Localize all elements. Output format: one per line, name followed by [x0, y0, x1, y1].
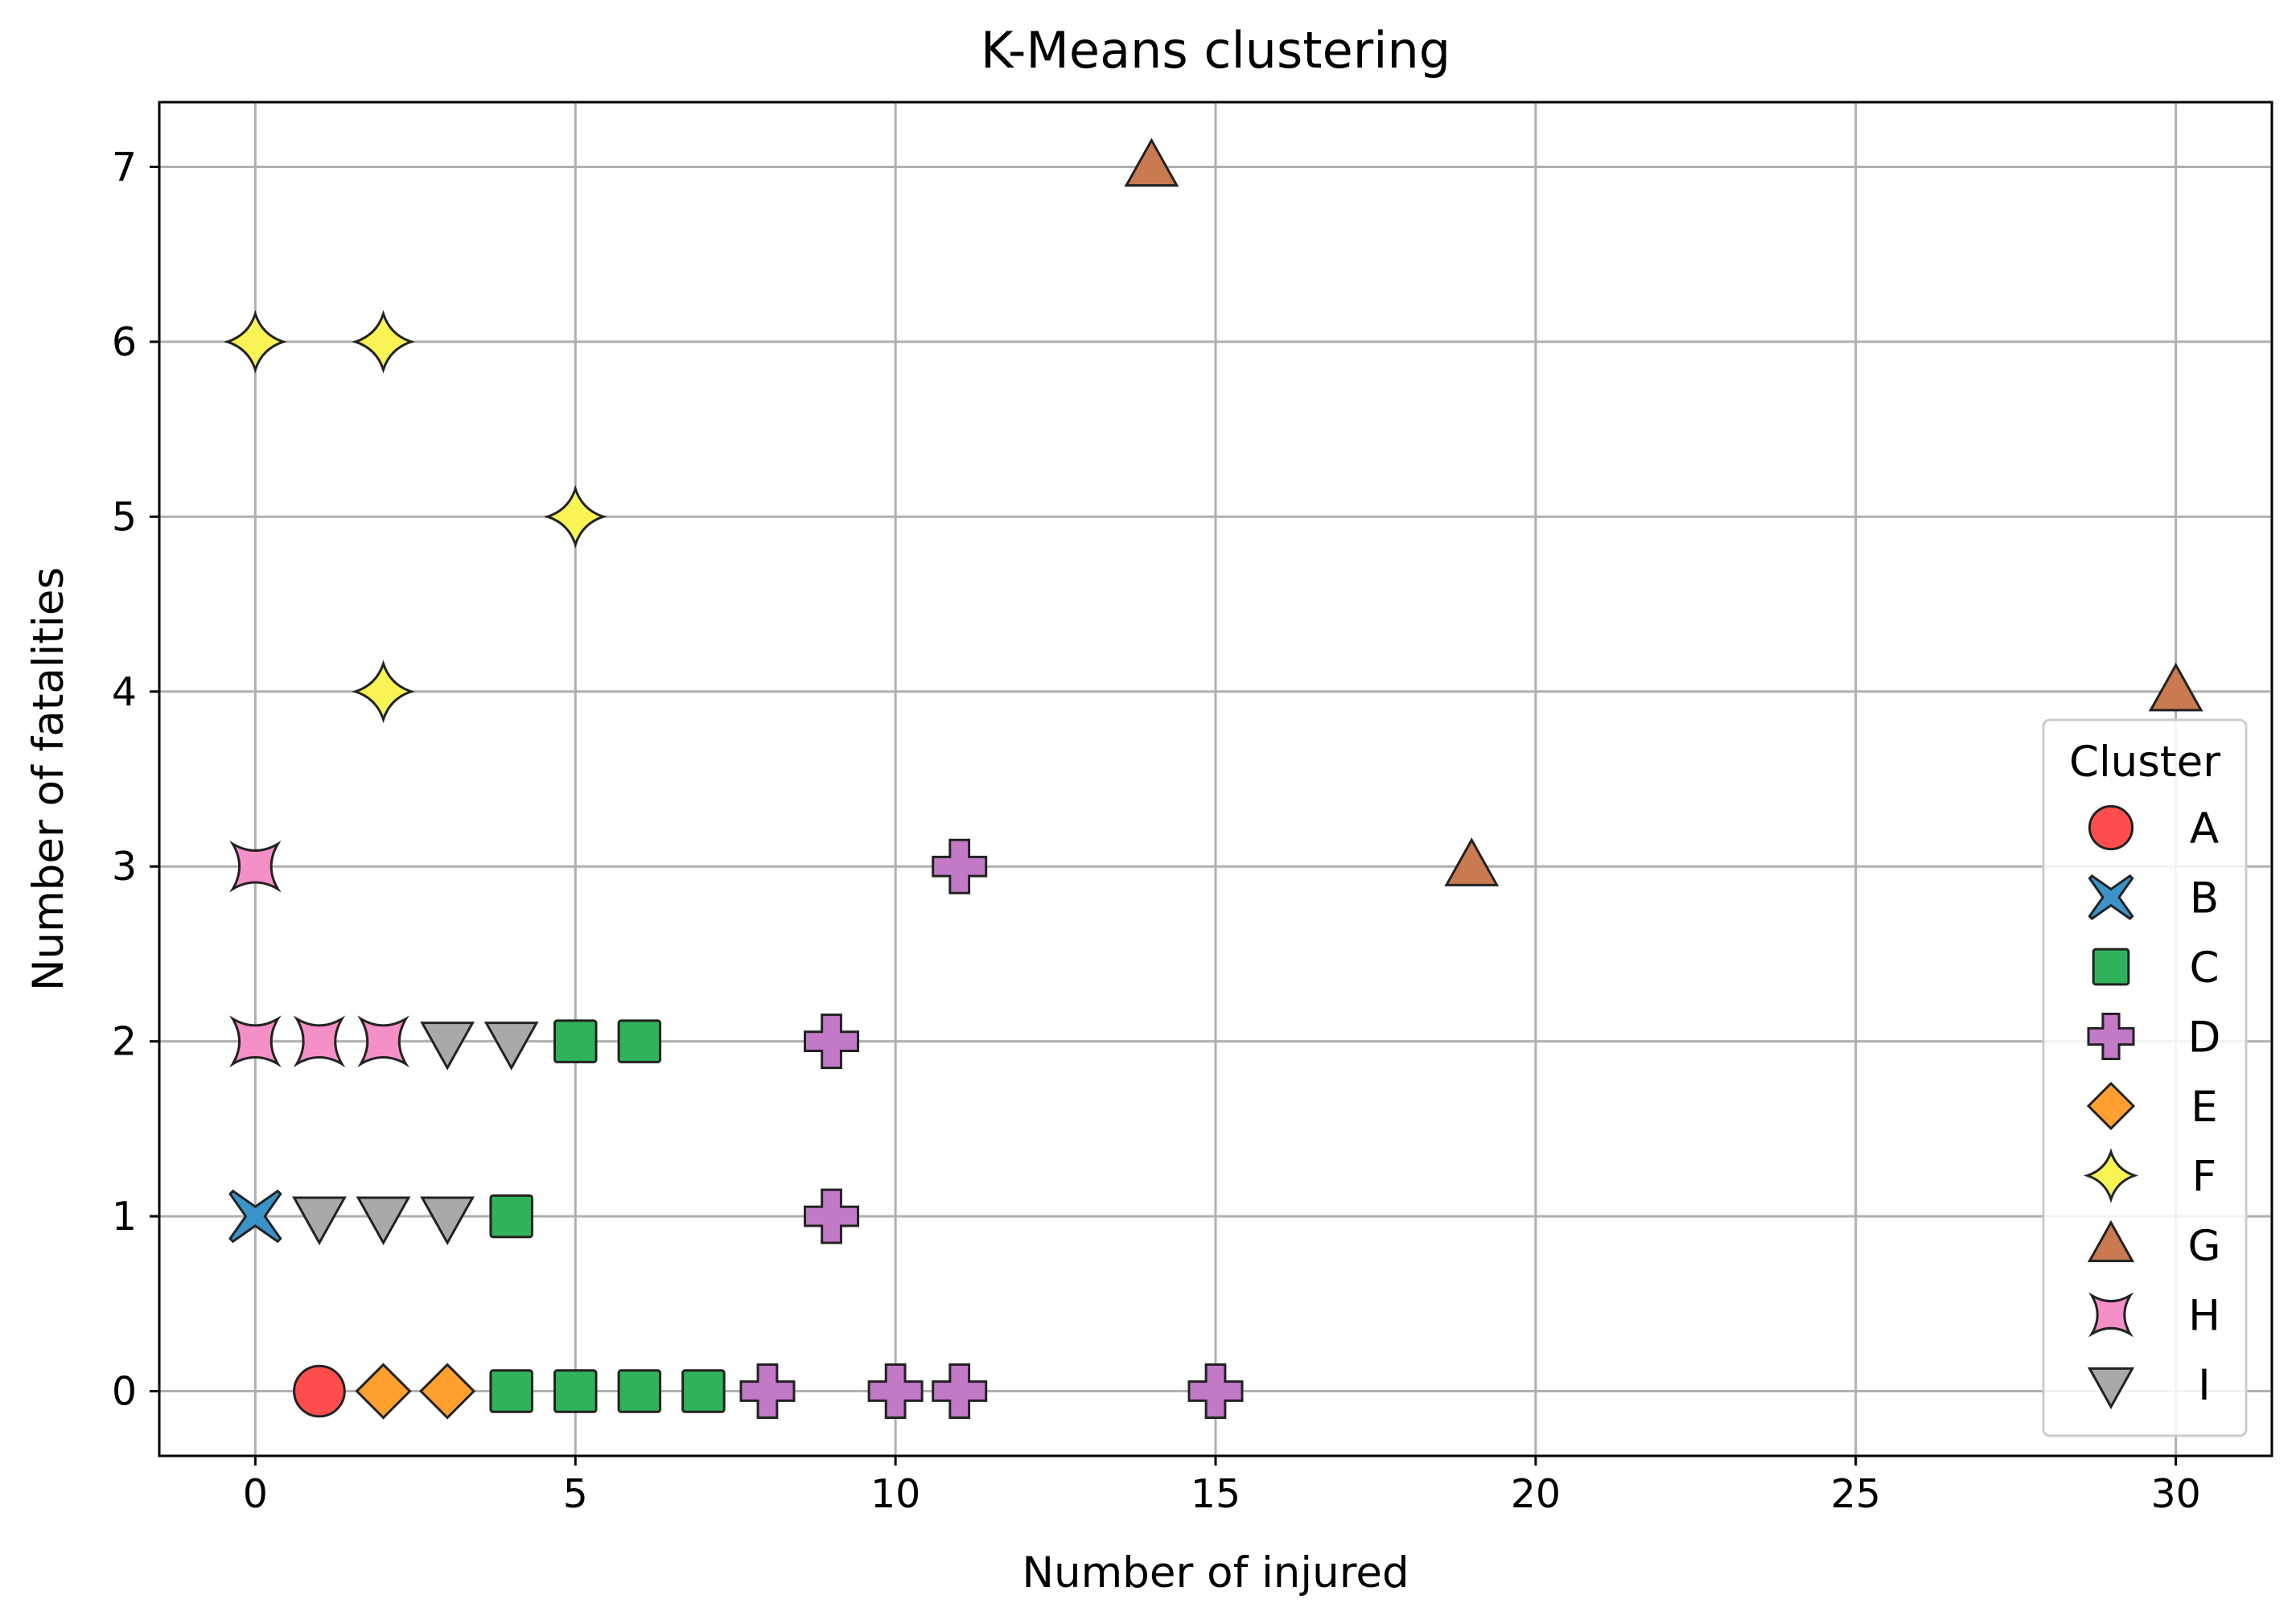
legend-item-e: E	[2086, 1081, 2218, 1132]
point-h	[229, 1015, 282, 1067]
x-tick-label: 0	[243, 1471, 268, 1517]
point-h	[357, 1015, 409, 1067]
axis-ticks: 0 5 10 15 20 25 30 0 1 2 3 4 5 6 7	[112, 144, 2201, 1517]
legend-marker-e	[2086, 1081, 2136, 1131]
y-tick-label: 4	[112, 669, 137, 715]
grid	[159, 102, 2272, 1456]
point-c	[553, 1019, 598, 1063]
point-f	[223, 310, 287, 374]
legend-label-c: C	[2189, 944, 2219, 993]
y-tick-label: 7	[112, 144, 137, 190]
legend-marker-d	[2087, 1013, 2135, 1060]
point-d	[867, 1363, 924, 1420]
legend-marker-a	[2088, 804, 2134, 851]
point-f	[352, 660, 415, 724]
point-i	[483, 1022, 539, 1071]
series-e	[355, 1363, 476, 1420]
point-d	[739, 1363, 796, 1420]
point-i	[356, 1196, 411, 1246]
point-i	[420, 1196, 475, 1246]
y-tick-label: 2	[112, 1019, 137, 1065]
legend-label-d: D	[2188, 1013, 2221, 1063]
legend-item-h: H	[2088, 1292, 2220, 1341]
point-f	[352, 310, 415, 374]
x-tick-label: 20	[1511, 1471, 1561, 1517]
series-a	[293, 1364, 346, 1418]
legend-marker-b	[2088, 874, 2134, 921]
point-i	[420, 1022, 475, 1071]
point-h	[293, 1015, 346, 1067]
point-d	[804, 1013, 860, 1070]
point-c	[553, 1369, 598, 1413]
legend-label-g: G	[2187, 1222, 2220, 1271]
legend-item-i: I	[2087, 1361, 2211, 1410]
point-e	[355, 1363, 412, 1420]
series-g	[1124, 138, 2203, 886]
point-d	[804, 1188, 860, 1244]
data-points	[223, 138, 2203, 1420]
series-i	[292, 1022, 539, 1246]
chart-title: K-Means clustering	[981, 21, 1450, 80]
legend-marker-f	[2083, 1148, 2139, 1203]
y-tick-label: 6	[112, 319, 137, 365]
legend-item-a: A	[2088, 804, 2219, 853]
point-c	[681, 1369, 726, 1413]
legend-item-b: B	[2088, 874, 2219, 923]
point-f	[543, 484, 607, 549]
legend-marker-h	[2088, 1292, 2134, 1338]
legend-label-h: H	[2188, 1292, 2220, 1341]
point-e	[418, 1363, 476, 1420]
legend-label-e: E	[2191, 1083, 2218, 1132]
x-tick-label: 10	[870, 1471, 920, 1517]
legend-label-a: A	[2190, 804, 2219, 853]
point-c	[617, 1369, 662, 1413]
y-tick-label: 0	[112, 1369, 137, 1415]
legend-item-c: C	[2092, 944, 2220, 993]
point-c	[489, 1194, 533, 1239]
point-d	[1187, 1363, 1244, 1420]
point-c	[489, 1369, 533, 1413]
x-tick-label: 15	[1191, 1471, 1241, 1517]
point-d	[932, 838, 988, 894]
legend-label-b: B	[2190, 874, 2219, 923]
y-axis-label: Number of fatalities	[24, 567, 73, 991]
y-tick-label: 3	[112, 844, 137, 890]
series-h	[229, 840, 409, 1067]
point-i	[292, 1196, 347, 1246]
legend-marker-i	[2087, 1367, 2135, 1410]
y-tick-label: 5	[112, 494, 137, 540]
y-tick-label: 1	[112, 1194, 137, 1240]
series-c	[489, 1019, 726, 1413]
legend-label-i: I	[2198, 1361, 2211, 1410]
point-h	[229, 840, 282, 893]
legend-marker-c	[2092, 948, 2130, 986]
point-a	[293, 1364, 346, 1418]
point-c	[617, 1019, 662, 1063]
point-b	[228, 1189, 282, 1244]
point-d	[932, 1363, 988, 1420]
series-f	[223, 310, 607, 724]
x-axis-label: Number of injured	[1022, 1548, 1409, 1597]
x-tick-label: 5	[563, 1471, 588, 1517]
series-b	[228, 1189, 282, 1244]
legend-item-d: D	[2087, 1013, 2221, 1063]
legend-label-f: F	[2192, 1153, 2217, 1202]
point-g	[1444, 837, 1500, 886]
series-d	[739, 838, 1244, 1420]
point-g	[1124, 138, 1179, 187]
x-tick-label: 25	[1831, 1471, 1881, 1517]
legend-item-g: G	[2087, 1219, 2221, 1271]
legend-item-f: F	[2083, 1148, 2217, 1203]
legend-title: Cluster	[2069, 738, 2220, 787]
x-tick-label: 30	[2150, 1471, 2200, 1517]
legend-marker-g	[2087, 1219, 2135, 1263]
point-g	[2148, 662, 2203, 712]
